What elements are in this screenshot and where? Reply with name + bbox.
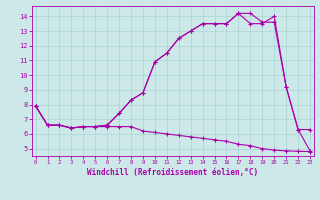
X-axis label: Windchill (Refroidissement éolien,°C): Windchill (Refroidissement éolien,°C) xyxy=(87,168,258,177)
